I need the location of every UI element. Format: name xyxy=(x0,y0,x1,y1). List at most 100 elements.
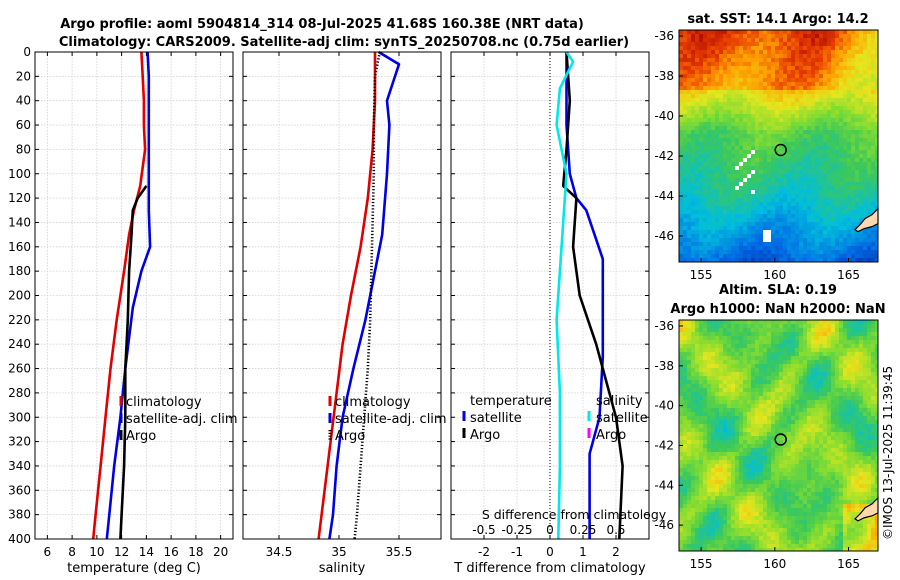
map-cell xyxy=(807,62,812,67)
map-cell xyxy=(835,130,840,135)
map-cell xyxy=(799,404,804,409)
map-cell xyxy=(739,190,744,195)
map-cell xyxy=(815,230,820,235)
map-cell xyxy=(875,420,879,425)
map-cell xyxy=(715,238,720,243)
map-cell xyxy=(787,62,792,67)
map-cell xyxy=(807,214,812,219)
map-cell xyxy=(755,436,760,441)
map-cell xyxy=(727,94,732,99)
map-cell xyxy=(723,130,728,135)
map-cell xyxy=(823,348,828,353)
map-cell xyxy=(707,246,712,251)
map-cell xyxy=(823,242,828,247)
map-cell xyxy=(875,356,879,361)
map-cell xyxy=(731,46,736,51)
map-cell xyxy=(739,74,744,79)
y-tick-label: 380 xyxy=(8,508,31,522)
map-cell xyxy=(855,424,860,429)
map-cell xyxy=(827,98,832,103)
map-cell xyxy=(735,250,740,255)
map-cell xyxy=(827,118,832,123)
map-cell xyxy=(859,356,864,361)
map-cell xyxy=(759,214,764,219)
map-cell xyxy=(783,328,788,333)
map-cell xyxy=(719,324,724,329)
map-cell xyxy=(795,166,800,171)
map-cell xyxy=(699,210,704,215)
map-cell xyxy=(771,154,776,159)
map-cell xyxy=(847,158,852,163)
map-cell xyxy=(719,424,724,429)
map-cell xyxy=(835,408,840,413)
map-cell xyxy=(795,218,800,223)
map-cell xyxy=(747,134,752,139)
map-cell xyxy=(815,42,820,47)
map-cell xyxy=(839,352,844,357)
map-cell xyxy=(735,336,740,341)
map-cell xyxy=(683,30,688,35)
map-cell xyxy=(735,226,740,231)
map-cell xyxy=(815,70,820,75)
map-cell xyxy=(687,376,692,381)
map-cell xyxy=(787,420,792,425)
map-cell xyxy=(727,58,732,63)
map-cell xyxy=(839,30,844,35)
map-cell xyxy=(679,106,684,111)
map-cell xyxy=(867,352,872,357)
map-cell xyxy=(759,388,764,393)
map-cell xyxy=(871,186,876,191)
map-cell xyxy=(839,452,844,457)
legend-label: Argo xyxy=(596,428,626,443)
map-cell xyxy=(851,162,856,167)
map-cell xyxy=(815,134,820,139)
map-cell xyxy=(727,452,732,457)
map-cell xyxy=(851,242,856,247)
map-cell xyxy=(767,222,772,227)
map-cell xyxy=(871,348,876,353)
map-cell xyxy=(735,106,740,111)
map-cell xyxy=(875,150,879,155)
map-cell xyxy=(803,368,808,373)
map-cell xyxy=(695,416,700,421)
map-cell xyxy=(815,424,820,429)
map-cell xyxy=(859,150,864,155)
map-cell xyxy=(727,74,732,79)
map-cell xyxy=(735,328,740,333)
map-cell xyxy=(843,86,848,91)
map-cell xyxy=(803,66,808,71)
map-cell xyxy=(795,42,800,47)
map-cell xyxy=(799,30,804,35)
map-cell xyxy=(699,150,704,155)
map-cell xyxy=(763,388,768,393)
map-cell xyxy=(747,238,752,243)
map-cell xyxy=(835,380,840,385)
map-cell xyxy=(735,332,740,337)
map-cell xyxy=(827,166,832,171)
map-cell xyxy=(855,158,860,163)
map-cell xyxy=(851,190,856,195)
map-cell xyxy=(703,452,708,457)
map-cell xyxy=(715,336,720,341)
map-cell xyxy=(767,170,772,175)
map-cell xyxy=(787,146,792,151)
map-cell xyxy=(731,238,736,243)
map-cell xyxy=(727,126,732,131)
map-cell xyxy=(831,428,836,433)
map-cell xyxy=(767,158,772,163)
map-cell xyxy=(855,352,860,357)
map-cell xyxy=(795,206,800,211)
map-cell xyxy=(759,368,764,373)
map-cell xyxy=(683,94,688,99)
map-cell xyxy=(811,214,816,219)
map-cell xyxy=(687,146,692,151)
map-cell xyxy=(683,360,688,365)
map-cell xyxy=(767,110,772,115)
map-cell xyxy=(691,320,696,325)
map-cell xyxy=(771,392,776,397)
map-cell xyxy=(831,58,836,63)
map-cell xyxy=(791,30,796,35)
map-cell xyxy=(735,58,740,63)
map-cell xyxy=(787,206,792,211)
map-cell xyxy=(819,166,824,171)
